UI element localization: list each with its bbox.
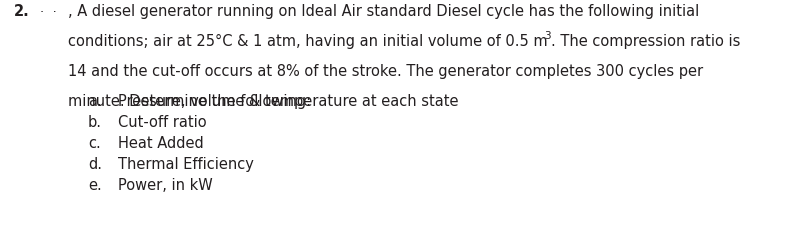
Text: ·  ·: · ·	[40, 6, 57, 19]
Text: Cut-off ratio: Cut-off ratio	[118, 115, 207, 130]
Text: minute. Determine the following:: minute. Determine the following:	[68, 94, 311, 109]
Text: d.: d.	[88, 157, 102, 172]
Text: Heat Added: Heat Added	[118, 136, 204, 151]
Text: 2.: 2.	[14, 4, 30, 19]
Text: 3: 3	[544, 31, 550, 41]
Text: . The compression ratio is: . The compression ratio is	[551, 34, 741, 49]
Text: Power, in kW: Power, in kW	[118, 178, 213, 193]
Text: conditions; air at 25°C & 1 atm, having an initial volume of 0.5 m: conditions; air at 25°C & 1 atm, having …	[68, 34, 548, 49]
Text: Pressure, volume & temperature at each state: Pressure, volume & temperature at each s…	[118, 94, 458, 109]
Text: 14 and the cut-off occurs at 8% of the stroke. The generator completes 300 cycle: 14 and the cut-off occurs at 8% of the s…	[68, 64, 703, 79]
Text: , A diesel generator running on Ideal Air standard Diesel cycle has the followin: , A diesel generator running on Ideal Ai…	[68, 4, 699, 19]
Text: b.: b.	[88, 115, 102, 130]
Text: a.: a.	[88, 94, 102, 109]
Text: Thermal Efficiency: Thermal Efficiency	[118, 157, 254, 172]
Text: e.: e.	[88, 178, 102, 193]
Text: c.: c.	[88, 136, 101, 151]
